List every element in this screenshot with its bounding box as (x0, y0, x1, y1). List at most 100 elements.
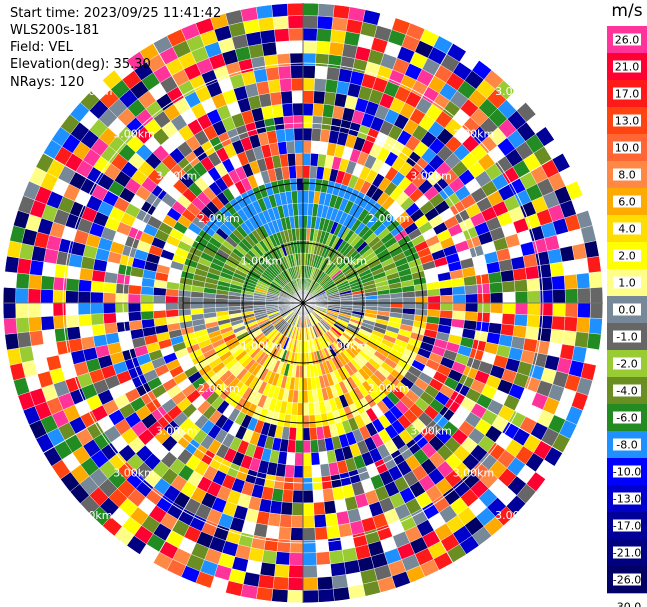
colorbar-tick-bg (613, 276, 641, 289)
velocity-gate (440, 294, 454, 304)
velocity-gate (68, 337, 84, 353)
velocity-gate (153, 287, 167, 296)
range-label: 2.00km (198, 382, 240, 395)
colorbar-tick-bg (613, 492, 641, 505)
velocity-gate (332, 4, 351, 20)
azimuth-spoke (152, 42, 244, 200)
velocity-gate (287, 439, 296, 453)
velocity-gate (298, 215, 304, 229)
range-label: 3.00km (113, 127, 155, 140)
velocity-gate (552, 302, 566, 317)
velocity-gate (562, 330, 577, 347)
velocity-gate (325, 79, 339, 94)
velocity-gate (325, 512, 339, 527)
colorbar-tick-bg (613, 168, 641, 181)
velocity-gate (277, 141, 288, 155)
velocity-gate (29, 259, 44, 276)
azimuth-spoke (152, 406, 244, 564)
velocity-gate (292, 102, 304, 116)
velocity-gate (525, 265, 540, 280)
velocity-gate (302, 452, 312, 466)
colorbar-tick: 1.0 (618, 277, 636, 290)
velocity-gate (302, 127, 313, 141)
velocity-gate (279, 78, 293, 92)
velocity-gate (539, 276, 553, 291)
velocity-gate (291, 90, 304, 104)
velocity-gate (302, 365, 308, 379)
velocity-gate (91, 269, 106, 283)
velocity-gate (390, 297, 404, 304)
velocity-gate (302, 27, 318, 42)
velocity-gate (202, 297, 216, 304)
colorbar-tick: -1.0 (616, 331, 637, 344)
velocity-gate (79, 325, 94, 339)
velocity-gate (90, 280, 105, 293)
velocity-gate (293, 477, 304, 491)
velocity-gate (128, 284, 142, 295)
velocity-gate (402, 296, 416, 304)
velocity-gate (502, 302, 516, 315)
velocity-gate (476, 283, 491, 294)
velocity-gate (308, 414, 317, 428)
colorbar-tick-bg (613, 303, 641, 316)
velocity-gate (294, 452, 304, 466)
velocity-gate (259, 562, 276, 577)
velocity-gate (291, 77, 304, 91)
velocity-gate (317, 3, 335, 18)
velocity-gate (289, 178, 298, 192)
velocity-gate (281, 489, 294, 503)
velocity-gate (259, 29, 276, 44)
velocity-gate (323, 91, 337, 106)
colorbar-tick-bg (613, 546, 641, 559)
colorbar-tick: 2.0 (618, 250, 636, 263)
velocity-gate (263, 54, 279, 69)
velocity-gate (549, 328, 565, 345)
velocity-gate (261, 549, 278, 565)
azimuth-spoke (198, 242, 304, 304)
velocity-gate (586, 255, 602, 274)
velocity-gate (576, 317, 591, 334)
velocity-gate (40, 302, 54, 317)
velocity-gate (415, 302, 429, 310)
azimuth-spoke (302, 242, 408, 304)
velocity-gate (4, 332, 20, 351)
velocity-gate (315, 539, 330, 553)
velocity-gate (326, 525, 341, 540)
velocity-gate (562, 259, 577, 276)
velocity-gate (589, 287, 604, 304)
velocity-gate (41, 261, 57, 278)
velocity-gate (65, 302, 79, 316)
velocity-gate (315, 551, 331, 566)
velocity-gate (291, 515, 304, 529)
azimuth-spoke (406, 362, 564, 454)
velocity-gate (115, 283, 130, 294)
velocity-gate (257, 16, 275, 32)
velocity-gate (3, 317, 18, 335)
range-label: 1.00km (241, 255, 283, 268)
velocity-gate (77, 302, 91, 315)
velocity-gate (302, 527, 316, 541)
velocity-gate (302, 140, 312, 154)
velocity-gate (177, 302, 191, 310)
velocity-gate (255, 4, 274, 20)
velocity-gate (402, 291, 416, 298)
velocity-gate (276, 539, 291, 553)
velocity-gate (293, 127, 304, 141)
colorbar-tick: -10.0 (613, 466, 641, 479)
velocity-gate (103, 281, 117, 294)
velocity-gate (302, 352, 307, 366)
colorbar-tick: 17.0 (615, 88, 640, 101)
velocity-gate (296, 402, 304, 416)
velocity-gate (302, 52, 317, 66)
velocity-gate (274, 28, 290, 43)
azimuth-spoke (242, 302, 304, 408)
velocity-gate (91, 323, 106, 337)
colorbar-tick: -8.0 (616, 439, 637, 452)
velocity-gate (15, 302, 29, 319)
velocity-gate (331, 16, 349, 32)
velocity-gate (287, 15, 304, 29)
velocity-gate (288, 564, 304, 579)
colorbar-tick-bg (613, 384, 641, 397)
velocity-gate (564, 302, 579, 318)
range-label: 3.00km (71, 509, 113, 522)
